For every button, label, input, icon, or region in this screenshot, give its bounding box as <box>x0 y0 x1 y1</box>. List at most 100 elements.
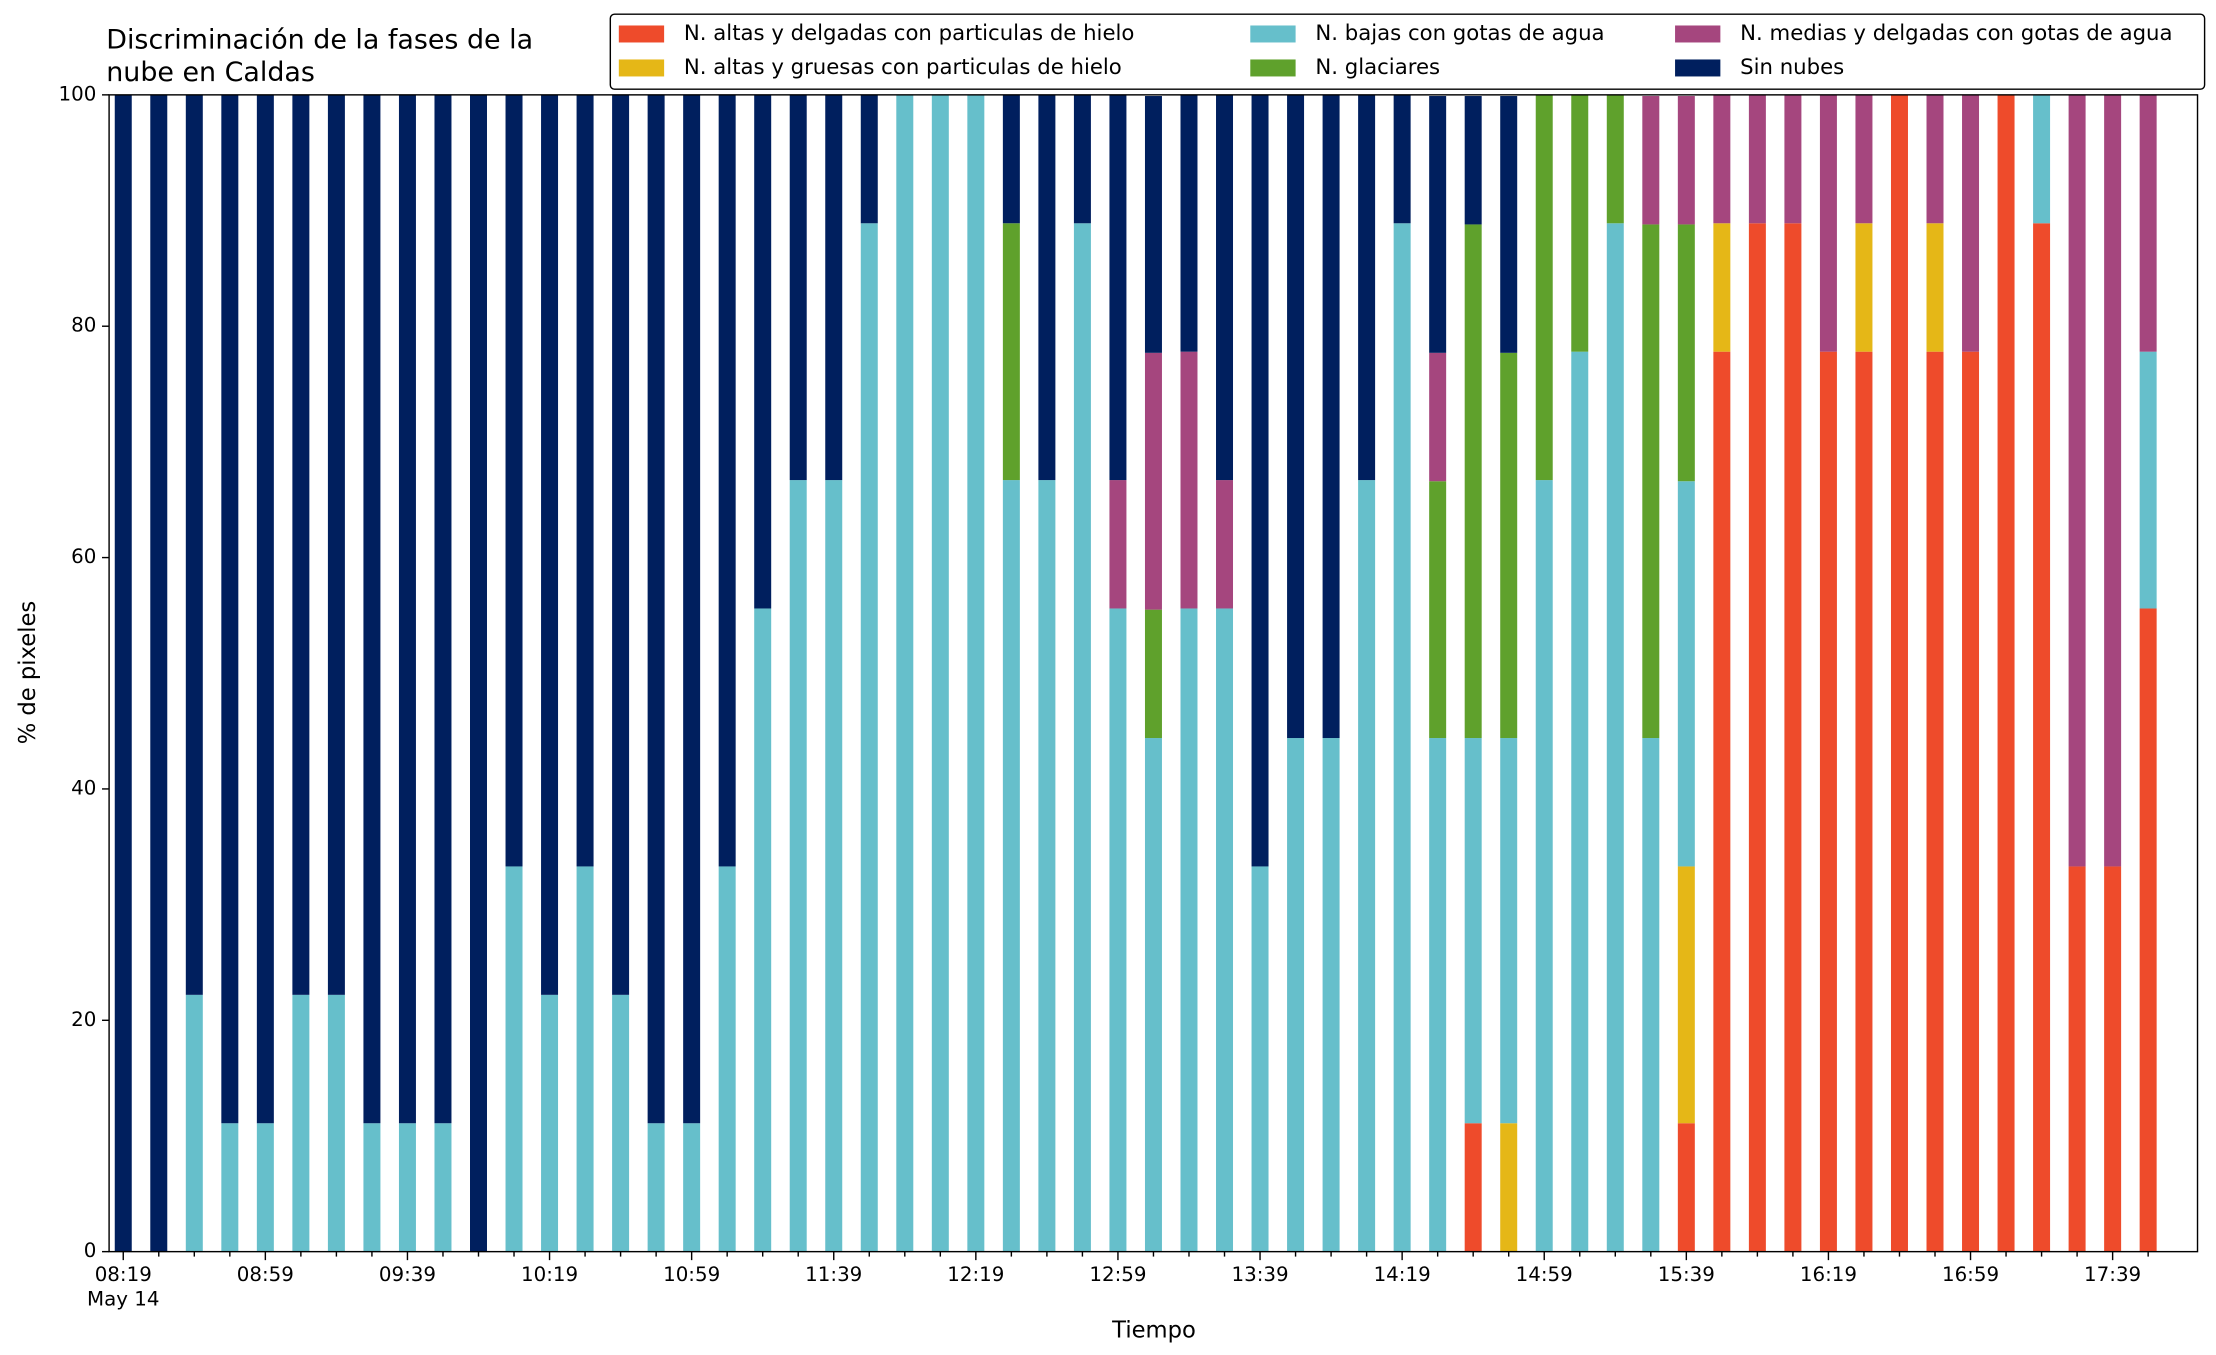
x-tick-label: 08:59 <box>237 1263 294 1286</box>
bar-segment <box>1429 352 1447 482</box>
x-tick-label: 14:59 <box>1516 1263 1573 1286</box>
bar-segment <box>1890 94 1908 1252</box>
bar-segment <box>1677 866 1695 1124</box>
x-tick-label: 17:39 <box>2084 1263 2141 1286</box>
bar-segment <box>576 94 594 867</box>
bar-segment <box>1571 351 1589 1252</box>
y-tick-label: 100 <box>59 82 97 105</box>
bar-segment <box>647 1123 665 1252</box>
bar-segment <box>1500 96 1518 353</box>
bar-segment <box>931 94 949 1252</box>
bar-segment <box>114 94 132 1252</box>
x-tick-label: 15:39 <box>1658 1263 1715 1286</box>
bar-segment <box>1251 94 1269 867</box>
bar-segment <box>1997 94 2015 1252</box>
legend-label: N. glaciares <box>1315 55 1440 80</box>
bar-segment <box>1287 94 1305 739</box>
bar-segment <box>1144 96 1162 353</box>
x-tick-label: 09:39 <box>379 1263 436 1286</box>
bar-segment <box>1251 866 1269 1252</box>
bar-segment <box>1216 94 1234 481</box>
bar-segment <box>683 94 701 1124</box>
bar-segment <box>1926 351 1944 1252</box>
legend-label: N. altas y delgadas con particulas de hi… <box>684 21 1134 46</box>
bar-segment <box>1677 96 1695 225</box>
x-tick-label: 10:59 <box>663 1263 720 1286</box>
bar-segment <box>1322 738 1340 1252</box>
bar-segment <box>2104 94 2122 867</box>
bar-segment <box>612 994 630 1252</box>
legend-label: N. altas y gruesas con particulas de hie… <box>684 55 1122 80</box>
bar-segment <box>967 94 985 1252</box>
bar-segment <box>1962 94 1980 352</box>
bar-segment <box>1180 608 1198 1252</box>
bar-segment <box>1002 480 1020 1252</box>
bar-segment <box>2139 94 2157 352</box>
bar-segment <box>825 480 843 1252</box>
bar-segment <box>1073 94 1091 224</box>
bar-segment <box>1571 94 1589 352</box>
bar-segment <box>860 223 878 1252</box>
y-tick-label: 80 <box>71 314 96 337</box>
bar-segment <box>754 608 772 1252</box>
y-tick-label: 60 <box>71 545 96 568</box>
legend-swatch <box>1250 59 1296 77</box>
bar-segment <box>1642 96 1660 225</box>
bar-segment <box>1109 608 1127 1252</box>
bar-segment <box>1677 1123 1695 1252</box>
bar-segment <box>1784 94 1802 224</box>
bar-segment <box>1109 480 1127 609</box>
legend-swatch <box>1675 59 1721 77</box>
bar-segment <box>1464 738 1482 1124</box>
bar-segment <box>505 866 523 1252</box>
y-tick-label: 20 <box>71 1008 96 1031</box>
bar-segment <box>1144 609 1162 739</box>
bar-segment <box>1500 738 1518 1124</box>
bar-segment <box>1926 94 1944 224</box>
x-tick-label: 16:19 <box>1800 1263 1857 1286</box>
bar-segment <box>434 1123 452 1252</box>
bar-segment <box>1073 223 1091 1252</box>
bar-segment <box>327 94 345 995</box>
bar-segment <box>292 994 310 1252</box>
y-tick-label: 40 <box>71 776 96 799</box>
bar-segment <box>647 94 665 1124</box>
bar-segment <box>541 994 559 1252</box>
legend-label: Sin nubes <box>1740 55 1844 80</box>
bar-segment <box>505 94 523 867</box>
bar-segment <box>434 94 452 1124</box>
bar-segment <box>185 994 203 1252</box>
chart-title: nube en Caldas <box>106 57 315 88</box>
bar-segment <box>1606 223 1624 1252</box>
bar-segment <box>1429 96 1447 353</box>
bar-segment <box>1038 480 1056 1252</box>
bar-segment <box>221 94 239 1124</box>
y-tick-label: 0 <box>84 1239 97 1262</box>
bar-segment <box>1002 94 1020 224</box>
legend-swatch <box>618 25 665 43</box>
bar-segment <box>2139 351 2157 609</box>
y-axis-label: % de pixeles <box>15 601 41 745</box>
bar-segment <box>1713 94 1731 224</box>
bar-segment <box>1677 224 1695 482</box>
bar-segment <box>1002 223 1020 481</box>
bar-segment <box>1429 481 1447 739</box>
bar-segment <box>1642 224 1660 739</box>
bar-segment <box>1464 1123 1482 1252</box>
bar-segment <box>1464 96 1482 225</box>
bar-segment <box>2033 223 2051 1252</box>
bar-segment <box>1962 351 1980 1252</box>
bar-segment <box>1180 94 1198 352</box>
bar-segment <box>470 94 487 1252</box>
bar-segment <box>789 480 807 1252</box>
x-axis-label: Tiempo <box>1111 1317 1196 1343</box>
bar-segment <box>1819 94 1837 352</box>
bar-segment <box>718 94 736 867</box>
bar-segment <box>1784 223 1802 1252</box>
bar-segment <box>398 94 416 1124</box>
bar-segment <box>398 1123 416 1252</box>
bar-segment <box>2104 866 2122 1252</box>
bar-segment <box>1748 94 1766 224</box>
